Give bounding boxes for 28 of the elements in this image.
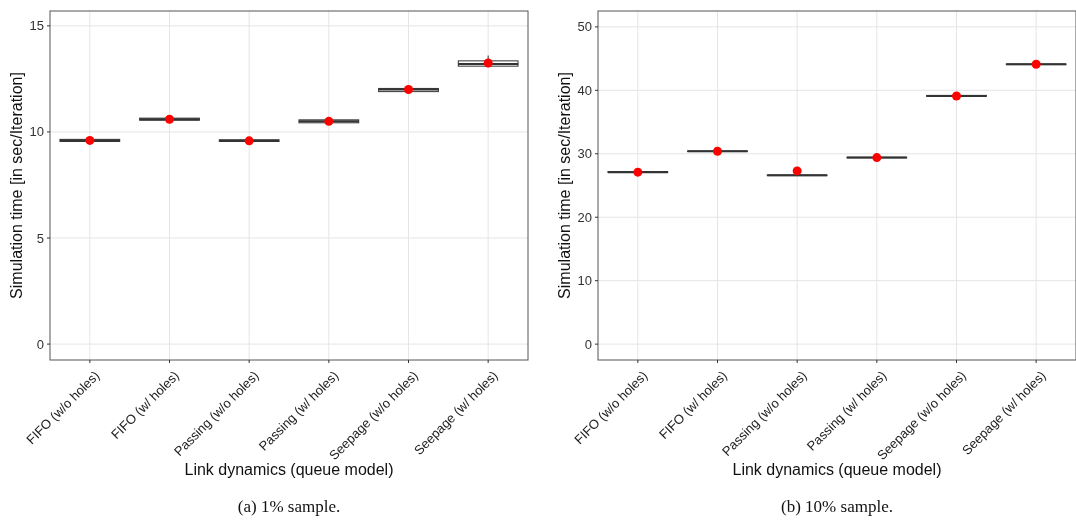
y-axis-title: Simulation time [in sec/Iteration] bbox=[8, 72, 25, 299]
point bbox=[872, 153, 882, 163]
point bbox=[404, 85, 413, 94]
y-tick-label: 0 bbox=[584, 336, 592, 352]
y-tick-label: 50 bbox=[577, 19, 592, 35]
text: (b) 10% sample. bbox=[781, 497, 893, 516]
point bbox=[633, 167, 643, 177]
y-axis-title: Simulation time [in sec/Iteration] bbox=[556, 72, 573, 299]
y-tick-label: 40 bbox=[577, 82, 592, 98]
x-axis-title: Link dynamics (queue model) bbox=[732, 461, 942, 478]
y-tick-label: 10 bbox=[577, 273, 592, 289]
y-tick-label: 30 bbox=[577, 146, 592, 162]
y-tick-label: 10 bbox=[29, 124, 44, 140]
y-tick-label: 20 bbox=[577, 209, 592, 225]
point bbox=[244, 136, 254, 146]
point bbox=[952, 91, 961, 101]
point bbox=[713, 146, 722, 156]
point bbox=[85, 135, 95, 145]
y-tick-label: 0 bbox=[36, 336, 44, 352]
y-tick-label: 5 bbox=[36, 230, 44, 246]
point bbox=[324, 116, 334, 126]
text: (a) 1% sample. bbox=[237, 497, 341, 516]
point bbox=[165, 114, 174, 124]
y-tick-label: 15 bbox=[29, 18, 44, 34]
point bbox=[1031, 59, 1041, 69]
point bbox=[792, 166, 802, 176]
point bbox=[483, 58, 493, 68]
x-axis-title: Link dynamics (queue model) bbox=[184, 461, 394, 478]
